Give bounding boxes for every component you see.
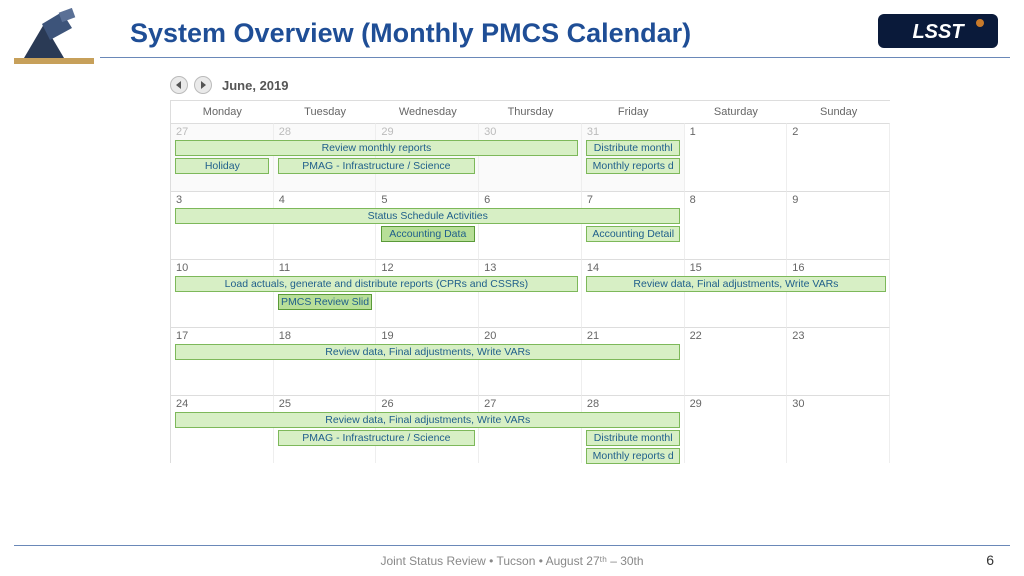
prev-month-button[interactable] [170, 76, 188, 94]
calendar-event[interactable]: Review data, Final adjustments, Write VA… [175, 412, 680, 428]
calendar-event[interactable]: Monthly reports d [586, 448, 680, 464]
svg-text:LSST: LSST [912, 21, 965, 43]
slide-header: System Overview (Monthly PMCS Calendar) … [0, 0, 1024, 57]
calendar-event[interactable]: Load actuals, generate and distribute re… [175, 276, 577, 292]
calendar-event[interactable]: Distribute monthl [586, 140, 680, 156]
calendar-event[interactable]: Monthly reports d [586, 158, 680, 174]
calendar-event[interactable]: Accounting Data [381, 226, 475, 242]
dow-cell: Wednesday [376, 104, 479, 120]
calendar-week: 272829303112Review monthly reportsDistri… [170, 123, 890, 191]
calendar-event[interactable]: Holiday [175, 158, 269, 174]
calendar-event[interactable]: Review data, Final adjustments, Write VA… [175, 344, 680, 360]
calendar-week: 17181920212223Review data, Final adjustm… [170, 327, 890, 395]
calendar-event[interactable]: Distribute monthl [586, 430, 680, 446]
calendar-event[interactable]: Review data, Final adjustments, Write VA… [586, 276, 886, 292]
day-of-week-header: MondayTuesdayWednesdayThursdayFridaySatu… [170, 100, 890, 123]
calendar-event[interactable]: Status Schedule Activities [175, 208, 680, 224]
calendar-header: June, 2019 [170, 76, 890, 94]
calendar-event[interactable]: Review monthly reports [175, 140, 577, 156]
page-number: 6 [986, 552, 994, 568]
lsst-logo: LSST [878, 14, 998, 48]
calendar-body: 272829303112Review monthly reportsDistri… [170, 123, 890, 463]
calendar-event[interactable]: Accounting Detail [586, 226, 680, 242]
calendar-week: 10111213141516Load actuals, generate and… [170, 259, 890, 327]
dow-cell: Thursday [479, 104, 582, 120]
page-title: System Overview (Monthly PMCS Calendar) [130, 18, 691, 49]
month-label: June, 2019 [222, 78, 289, 93]
dow-cell: Tuesday [274, 104, 377, 120]
telescope-icon [14, 8, 94, 66]
calendar: June, 2019 MondayTuesdayWednesdayThursda… [170, 76, 890, 463]
dow-cell: Sunday [787, 104, 890, 120]
next-month-button[interactable] [194, 76, 212, 94]
calendar-event[interactable]: PMAG - Infrastructure / Science [278, 158, 475, 174]
dow-cell: Saturday [685, 104, 788, 120]
footer-text: Joint Status Review • Tucson • August 27… [0, 554, 1024, 568]
footer-rule [14, 545, 1010, 546]
dow-cell: Friday [582, 104, 685, 120]
calendar-week: 24252627282930Review data, Final adjustm… [170, 395, 890, 463]
header-rule [100, 57, 1010, 58]
calendar-event[interactable]: PMCS Review Slid [278, 294, 372, 310]
calendar-event[interactable]: PMAG - Infrastructure / Science [278, 430, 475, 446]
dow-cell: Monday [171, 104, 274, 120]
calendar-week: 3456789Status Schedule ActivitiesAccount… [170, 191, 890, 259]
